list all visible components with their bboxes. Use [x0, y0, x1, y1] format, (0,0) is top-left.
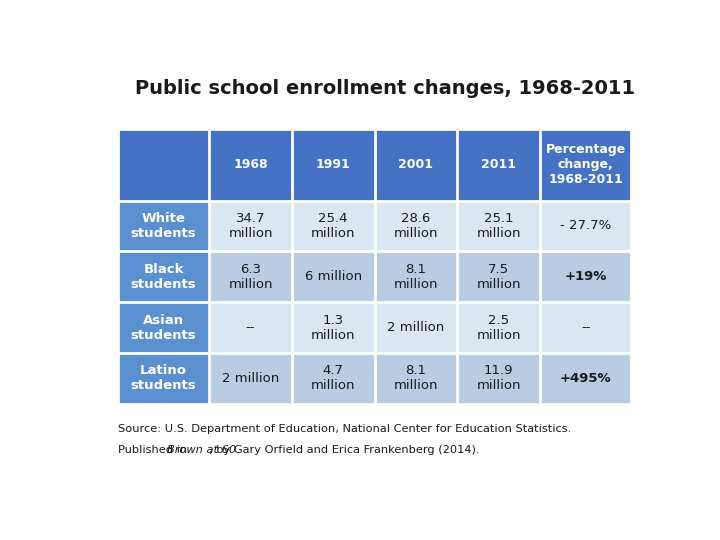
Text: 2001: 2001 [398, 158, 433, 171]
Bar [374, 302, 457, 353]
Bar [118, 251, 210, 302]
Bar [457, 353, 540, 404]
Text: Latino
students: Latino students [131, 364, 197, 392]
Text: - 27.7%: - 27.7% [560, 219, 611, 233]
Bar [210, 129, 292, 200]
Text: 7.5
million: 7.5 million [477, 263, 521, 291]
Bar [374, 129, 457, 200]
Text: 1.3
million: 1.3 million [311, 314, 356, 341]
Bar [118, 200, 210, 251]
Bar [118, 129, 210, 200]
Text: Percentage
change,
1968-2011: Percentage change, 1968-2011 [546, 144, 626, 186]
Text: 2 million: 2 million [387, 321, 444, 334]
Text: +19%: +19% [564, 270, 607, 284]
Bar [374, 251, 457, 302]
Bar [540, 129, 631, 200]
Bar [210, 353, 292, 404]
Text: 25.1
million: 25.1 million [477, 212, 521, 240]
Text: 8.1
million: 8.1 million [394, 263, 438, 291]
Text: 2011: 2011 [481, 158, 516, 171]
Bar [457, 200, 540, 251]
Bar [457, 129, 540, 200]
Bar [292, 251, 374, 302]
Text: White
students: White students [131, 212, 197, 240]
Text: Published in: Published in [118, 446, 191, 455]
Bar [118, 302, 210, 353]
Bar [210, 251, 292, 302]
Bar [457, 302, 540, 353]
Bar [374, 200, 457, 251]
Bar [292, 200, 374, 251]
Text: --: -- [246, 321, 256, 334]
Text: 8.1
million: 8.1 million [394, 364, 438, 392]
Text: +495%: +495% [560, 372, 611, 385]
Text: 4.7
million: 4.7 million [311, 364, 356, 392]
Bar [292, 302, 374, 353]
Text: 25.4
million: 25.4 million [311, 212, 356, 240]
Bar [540, 251, 631, 302]
Text: 2 million: 2 million [222, 372, 279, 385]
Bar [210, 302, 292, 353]
Bar [210, 200, 292, 251]
Text: Source: U.S. Department of Education, National Center for Education Statistics.: Source: U.S. Department of Education, Na… [118, 424, 571, 435]
Text: 34.7
million: 34.7 million [228, 212, 273, 240]
Text: 1991: 1991 [316, 158, 351, 171]
Bar [118, 353, 210, 404]
Bar [540, 353, 631, 404]
Bar [374, 353, 457, 404]
Bar [540, 200, 631, 251]
Text: --: -- [581, 321, 590, 334]
Bar [292, 129, 374, 200]
Text: Asian
students: Asian students [131, 314, 197, 341]
Text: 11.9
million: 11.9 million [477, 364, 521, 392]
Bar [457, 251, 540, 302]
Text: Public school enrollment changes, 1968-2011: Public school enrollment changes, 1968-2… [135, 79, 635, 98]
Text: 6.3
million: 6.3 million [228, 263, 273, 291]
Text: 1968: 1968 [233, 158, 268, 171]
Bar [540, 302, 631, 353]
Bar [292, 353, 374, 404]
Text: 28.6
million: 28.6 million [394, 212, 438, 240]
Text: 2.5
million: 2.5 million [477, 314, 521, 341]
Text: 6 million: 6 million [305, 270, 361, 284]
Text: Black
students: Black students [131, 263, 197, 291]
Text: , by Gary Orfield and Erica Frankenberg (2014).: , by Gary Orfield and Erica Frankenberg … [209, 446, 480, 455]
Text: Brown at 60: Brown at 60 [167, 446, 236, 455]
